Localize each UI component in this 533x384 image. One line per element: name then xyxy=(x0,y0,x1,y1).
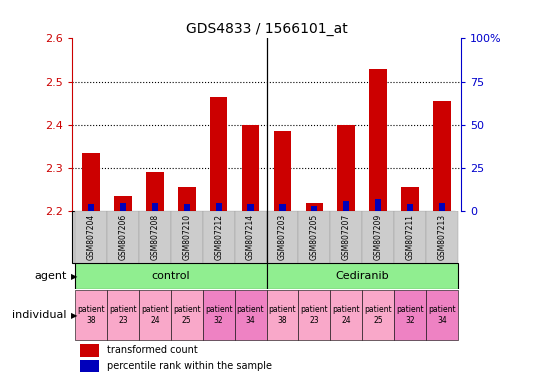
Text: patient
25: patient 25 xyxy=(173,305,200,325)
Bar xyxy=(330,211,362,263)
Bar xyxy=(311,206,318,211)
Text: percentile rank within the sample: percentile rank within the sample xyxy=(107,361,272,371)
Bar xyxy=(266,290,298,340)
Bar xyxy=(279,204,286,211)
Bar xyxy=(210,97,228,211)
Text: GSM807206: GSM807206 xyxy=(118,214,127,260)
Text: GSM807203: GSM807203 xyxy=(278,214,287,260)
Text: GSM807211: GSM807211 xyxy=(406,214,415,260)
Text: GSM807210: GSM807210 xyxy=(182,214,191,260)
Text: transformed count: transformed count xyxy=(107,346,198,356)
Text: patient
34: patient 34 xyxy=(237,305,264,325)
Text: control: control xyxy=(151,271,190,281)
Bar xyxy=(203,290,235,340)
Text: patient
24: patient 24 xyxy=(141,305,168,325)
Bar xyxy=(75,263,266,289)
Text: GSM807214: GSM807214 xyxy=(246,214,255,260)
Bar xyxy=(235,211,266,263)
Text: GSM807212: GSM807212 xyxy=(214,214,223,260)
Bar xyxy=(203,211,235,263)
Bar xyxy=(407,204,413,211)
Bar xyxy=(298,211,330,263)
Bar xyxy=(75,211,107,263)
Bar xyxy=(369,69,387,211)
Text: patient
32: patient 32 xyxy=(205,305,232,325)
Text: patient
24: patient 24 xyxy=(333,305,360,325)
Text: patient
32: patient 32 xyxy=(396,305,424,325)
Bar xyxy=(247,204,254,211)
Bar xyxy=(107,211,139,263)
Bar xyxy=(152,203,158,211)
Title: GDS4833 / 1566101_at: GDS4833 / 1566101_at xyxy=(185,22,348,36)
Bar xyxy=(114,196,132,211)
Bar xyxy=(215,203,222,211)
Bar xyxy=(82,153,100,211)
Bar xyxy=(362,290,394,340)
Bar xyxy=(107,290,139,340)
Bar xyxy=(394,211,426,263)
Bar xyxy=(439,203,445,211)
Bar xyxy=(394,290,426,340)
Text: patient
38: patient 38 xyxy=(77,305,105,325)
Bar xyxy=(273,131,291,211)
Bar xyxy=(80,344,99,356)
Bar xyxy=(337,125,355,211)
Text: GSM807213: GSM807213 xyxy=(438,214,447,260)
Text: GSM807208: GSM807208 xyxy=(150,214,159,260)
Bar xyxy=(426,211,458,263)
Bar xyxy=(298,290,330,340)
Bar xyxy=(80,360,99,372)
Bar xyxy=(184,204,190,211)
Bar xyxy=(88,204,94,211)
Bar xyxy=(178,187,196,211)
Text: GSM807204: GSM807204 xyxy=(86,214,95,260)
Bar xyxy=(433,101,451,211)
Text: ▶: ▶ xyxy=(71,311,78,319)
Bar xyxy=(75,290,107,340)
Text: agent: agent xyxy=(34,271,67,281)
Text: individual: individual xyxy=(12,310,67,320)
Text: Cediranib: Cediranib xyxy=(335,271,389,281)
Text: patient
23: patient 23 xyxy=(109,305,137,325)
Text: GSM807209: GSM807209 xyxy=(374,214,383,260)
Bar xyxy=(242,125,260,211)
Text: ▶: ▶ xyxy=(71,271,78,281)
Bar xyxy=(305,203,323,211)
Bar xyxy=(375,199,381,211)
Bar xyxy=(343,201,349,211)
Bar xyxy=(401,187,419,211)
Text: patient
38: patient 38 xyxy=(269,305,296,325)
Text: GSM807207: GSM807207 xyxy=(342,214,351,260)
Text: patient
25: patient 25 xyxy=(365,305,392,325)
Bar xyxy=(266,263,458,289)
Text: patient
34: patient 34 xyxy=(428,305,456,325)
Bar xyxy=(266,211,298,263)
Bar xyxy=(330,290,362,340)
Bar xyxy=(171,290,203,340)
Bar xyxy=(235,290,266,340)
Bar xyxy=(146,172,164,211)
Text: patient
23: patient 23 xyxy=(301,305,328,325)
Bar xyxy=(362,211,394,263)
Bar xyxy=(139,290,171,340)
Bar xyxy=(120,203,126,211)
Bar xyxy=(139,211,171,263)
Bar xyxy=(171,211,203,263)
Text: GSM807205: GSM807205 xyxy=(310,214,319,260)
Bar xyxy=(426,290,458,340)
